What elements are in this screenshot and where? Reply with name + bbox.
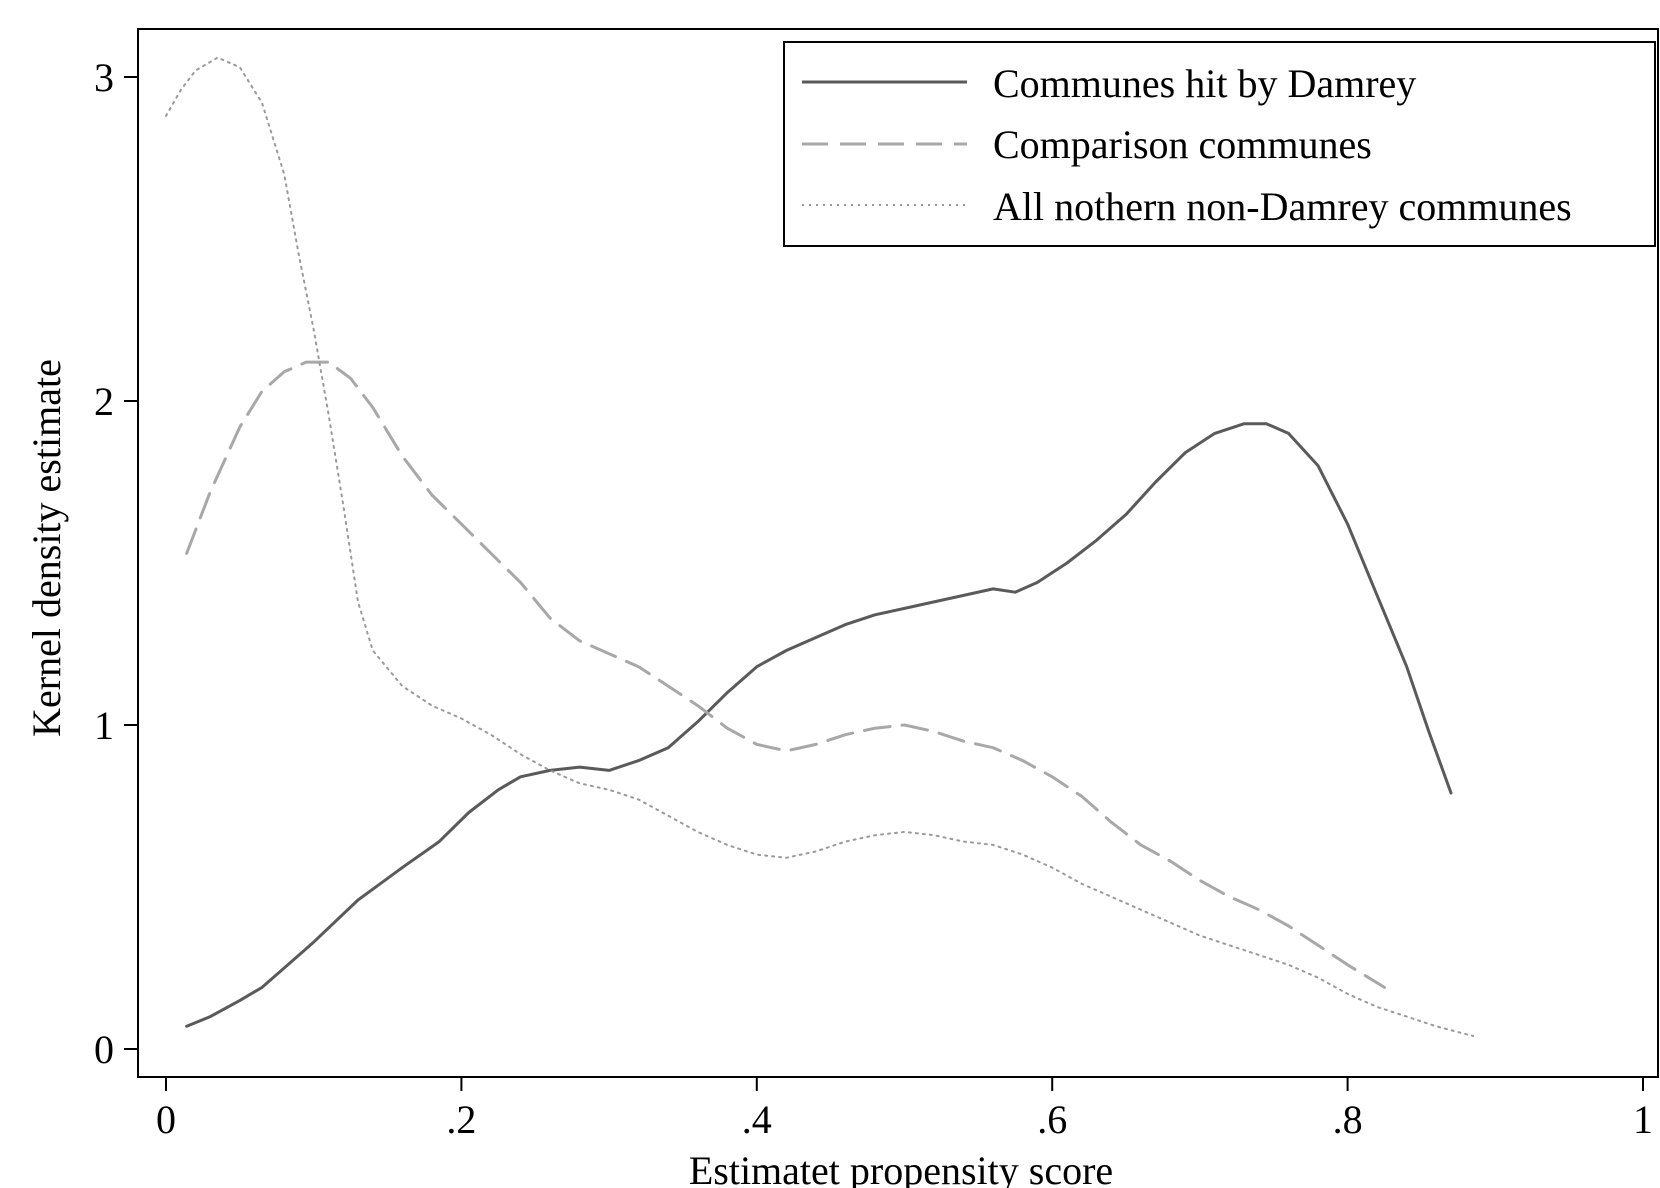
legend-label-damrey: Communes hit by Damrey [993,61,1416,106]
legend-label-northern: All nothern non-Damrey communes [993,184,1572,229]
x-tick-label: 1 [1633,1097,1653,1142]
legend: Communes hit by Damrey Comparison commun… [784,42,1655,246]
x-tick-label: .6 [1037,1097,1067,1142]
x-tick-label: 0 [156,1097,176,1142]
y-tick-label: 2 [94,379,114,424]
x-tick-label: .2 [446,1097,476,1142]
x-tick-label: .4 [742,1097,772,1142]
x-axis-title: Estimatet propensity score [689,1148,1113,1188]
y-tick-label: 0 [94,1027,114,1072]
legend-label-comparison: Comparison communes [993,122,1372,167]
y-axis-title: Kernel density estimate [24,359,69,737]
x-tick-label: .8 [1333,1097,1363,1142]
y-tick-label: 3 [94,55,114,100]
y-tick-label: 1 [94,703,114,748]
